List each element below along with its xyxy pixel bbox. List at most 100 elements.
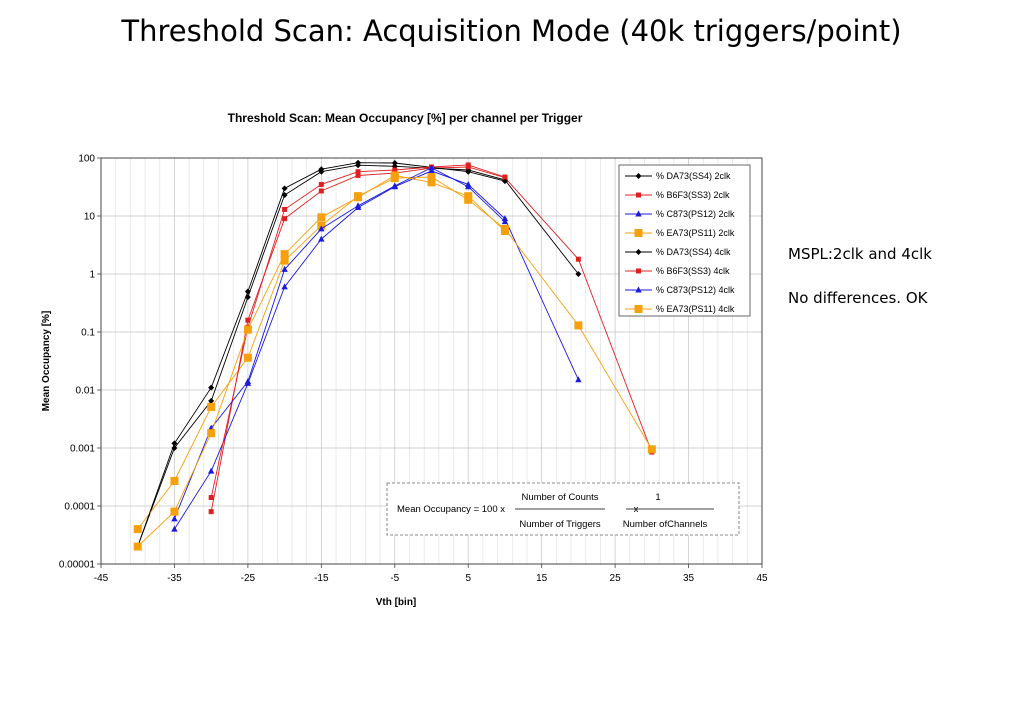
data-point-square	[502, 174, 508, 180]
data-point-square-large	[280, 250, 289, 259]
data-point-square	[355, 172, 361, 178]
data-point-diamond	[244, 288, 251, 295]
data-point-square	[636, 268, 641, 274]
data-point-square-large	[500, 227, 509, 236]
data-point-square	[208, 495, 214, 501]
y-tick-label: 0.00001	[59, 560, 96, 571]
series-c873-ps12-4clk	[171, 164, 509, 522]
legend-item: % EA73(PS11) 2clk	[625, 228, 735, 238]
data-point-diamond	[208, 397, 215, 404]
series-line	[210, 164, 506, 498]
y-tick-label: 10	[84, 212, 96, 223]
legend: % DA73(SS4) 2clk % B6F3(SS3) 2clk % C873(P…	[618, 164, 751, 317]
data-point-triangle	[244, 378, 252, 385]
data-point-triangle	[171, 525, 178, 532]
data-point-diamond	[575, 271, 582, 277]
y-tick-label: 0.001	[70, 444, 95, 455]
data-point-triangle	[635, 286, 642, 293]
formula-denominator-2: Number ofChannels	[623, 519, 708, 530]
legend-label: % EA73(PS11) 4clk	[656, 304, 735, 314]
plot-area	[100, 157, 763, 565]
x-tick-label: -35	[167, 573, 182, 584]
data-point-diamond	[635, 173, 642, 179]
data-point-square	[392, 167, 398, 173]
legend-item: % B6F3(SS3) 4clk	[625, 266, 730, 276]
formula-denominator-1: Number of Triggers	[519, 519, 601, 530]
data-point-diamond	[208, 384, 215, 391]
data-point-square	[636, 192, 641, 198]
data-point-square	[208, 509, 214, 515]
data-point-square-large	[243, 325, 252, 334]
data-point-triangle	[318, 235, 325, 242]
data-point-diamond	[391, 159, 398, 166]
legend-item: % C873(PS12) 2clk	[625, 209, 735, 219]
data-point-square-large	[133, 525, 142, 534]
note-no-differences: No differences. OK	[788, 289, 928, 307]
y-axis-label: Mean Occupancy [%]	[41, 311, 52, 412]
data-point-square-large	[133, 542, 142, 551]
legend-label: % EA73(PS11) 2clk	[656, 228, 735, 238]
x-tick-label: 15	[536, 573, 548, 584]
y-tick-label: 100	[78, 154, 95, 165]
data-point-triangle	[391, 182, 398, 189]
x-tick-label: 45	[756, 573, 768, 584]
legend-label: % DA73(SS4) 4clk	[656, 247, 731, 257]
data-point-square-large	[170, 507, 179, 516]
x-tick-label: 35	[683, 573, 695, 584]
note-mspl: MSPL:2clk and 4clk	[788, 245, 932, 263]
data-point-triangle	[501, 218, 509, 225]
data-point-square-large	[574, 321, 583, 330]
data-point-square	[465, 162, 471, 168]
x-tick-label: -25	[241, 573, 256, 584]
formula-prefix: Mean Occupancy = 100 x	[397, 504, 505, 515]
data-point-square-large	[317, 213, 326, 222]
data-point-square-large	[207, 429, 216, 438]
data-point-triangle	[575, 376, 582, 383]
data-point-square-large	[207, 402, 216, 411]
legend-box	[618, 164, 751, 317]
legend-item: % B6F3(SS3) 2clk	[625, 190, 730, 200]
x-tick-label: 5	[465, 573, 471, 584]
legend-item: % C873(PS12) 4clk	[625, 285, 735, 295]
data-point-triangle	[171, 515, 178, 522]
data-point-diamond	[465, 168, 472, 175]
series-b6f3-ss3-2clk	[208, 164, 655, 515]
y-axis: 0.00001 0.0001 0.001 0.01 0.1 1 10 100	[59, 154, 101, 571]
series-line	[173, 167, 506, 520]
data-point-square-large	[647, 445, 656, 454]
x-tick-label: -5	[390, 573, 399, 584]
data-point-square	[318, 188, 324, 194]
data-point-diamond	[355, 159, 362, 166]
data-point-square	[245, 317, 251, 323]
y-tick-label: 0.1	[81, 328, 95, 339]
data-point-diamond	[171, 440, 178, 447]
data-point-triangle	[465, 183, 472, 190]
data-point-square-large	[427, 178, 436, 187]
formula-times: x	[634, 504, 639, 515]
data-point-square-large	[464, 192, 473, 201]
chart-title: Threshold Scan: Mean Occupancy [%] per c…	[228, 111, 583, 125]
formula-numerator-1: Number of Counts	[521, 492, 598, 503]
data-point-diamond	[318, 166, 325, 173]
data-point-triangle	[428, 164, 435, 171]
data-point-diamond	[281, 185, 288, 192]
legend-label: % C873(PS12) 2clk	[656, 209, 735, 219]
data-point-triangle	[428, 167, 435, 174]
legend-label: % B6F3(SS3) 4clk	[656, 266, 730, 276]
data-point-square-large	[427, 173, 436, 182]
data-point-square-large	[354, 193, 363, 202]
x-tick-label: -45	[94, 573, 109, 584]
data-point-triangle	[318, 225, 325, 232]
x-tick-label: 25	[610, 573, 622, 584]
series-ea73-ps11-4clk	[133, 171, 509, 551]
x-axis-label: Vth [bin]	[376, 597, 417, 608]
data-point-triangle	[281, 283, 288, 290]
data-point-diamond	[635, 249, 642, 255]
data-point-triangle	[635, 210, 642, 217]
series-c873-ps12-2clk	[171, 167, 582, 532]
data-point-square-large	[280, 256, 289, 265]
data-point-square-large	[390, 171, 399, 180]
legend-item: % DA73(SS4) 2clk	[625, 171, 731, 181]
formula-box: Mean Occupancy = 100 x Number of Counts …	[386, 482, 740, 536]
